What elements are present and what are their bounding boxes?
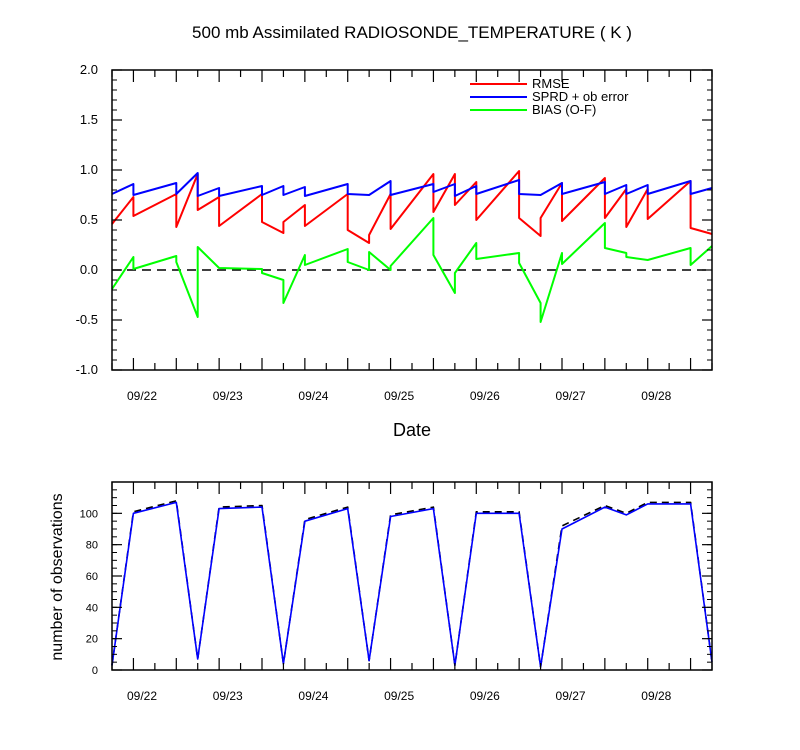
top-xtick-label: 09/24: [298, 389, 328, 403]
top-ytick-label: 0.0: [80, 262, 98, 277]
bot-ytick-label: 20: [86, 634, 98, 646]
bottom-plot-frame: [111, 481, 713, 671]
legend-label-rmse: RMSE: [532, 76, 570, 91]
top-ytick-label: -0.5: [76, 312, 98, 327]
bot-xtick-label: 09/25: [384, 689, 414, 703]
top-ytick-label: 1.0: [80, 162, 98, 177]
top-xtick-label: 09/26: [470, 389, 500, 403]
bot-ytick-label: 0: [92, 665, 98, 677]
bot-xtick-label: 09/23: [213, 689, 243, 703]
bot-xtick-label: 09/24: [298, 689, 328, 703]
bot-ytick-label: 100: [80, 508, 98, 520]
bottom-panel: 0 20 40 60 80 100 09/22 09/23 09/24 09/25 09/26 09/…: [49, 481, 713, 703]
top-series-sprd-ob-error: [111, 172, 713, 197]
bot-series-used: [111, 501, 713, 668]
bot-xtick-label: 09/27: [556, 689, 586, 703]
top-ytick-label: -1.0: [76, 362, 98, 377]
top-plot-frame: [111, 69, 713, 371]
top-xtick-label: 09/27: [556, 389, 586, 403]
top-series-rmse: [111, 170, 713, 244]
bot-series-possible: [111, 499, 713, 668]
x-axis-label: Date: [393, 420, 431, 440]
bot-xtick-label: 09/26: [470, 689, 500, 703]
chart-title: 500 mb Assimilated RADIOSONDE_TEMPERATUR…: [192, 23, 632, 42]
legend-label-bias-o-f: BIAS (O-F): [532, 102, 596, 117]
top-ytick-label: 2.0: [80, 62, 98, 77]
top-xtick-label: 09/22: [127, 389, 157, 403]
bot-xtick-label: 09/22: [127, 689, 157, 703]
top-xtick-label: 09/25: [384, 389, 414, 403]
top-ytick-label: 0.5: [80, 212, 98, 227]
y-axis-label-observations: number of observations: [49, 493, 66, 660]
top-ytick-label: 1.5: [80, 112, 98, 127]
top-xtick-label: 09/23: [213, 389, 243, 403]
top-xtick-label: 09/28: [641, 389, 671, 403]
top-series-bias-o-f: [111, 217, 713, 323]
legend-label-sprd-ob-error: SPRD + ob error: [532, 89, 629, 104]
bot-ytick-label: 40: [86, 602, 98, 614]
bot-ytick-label: 60: [86, 571, 98, 583]
bot-ytick-label: 80: [86, 540, 98, 552]
top-panel: 500 mb Assimilated RADIOSONDE_TEMPERATUR…: [76, 23, 713, 440]
bot-xtick-label: 09/28: [641, 689, 671, 703]
